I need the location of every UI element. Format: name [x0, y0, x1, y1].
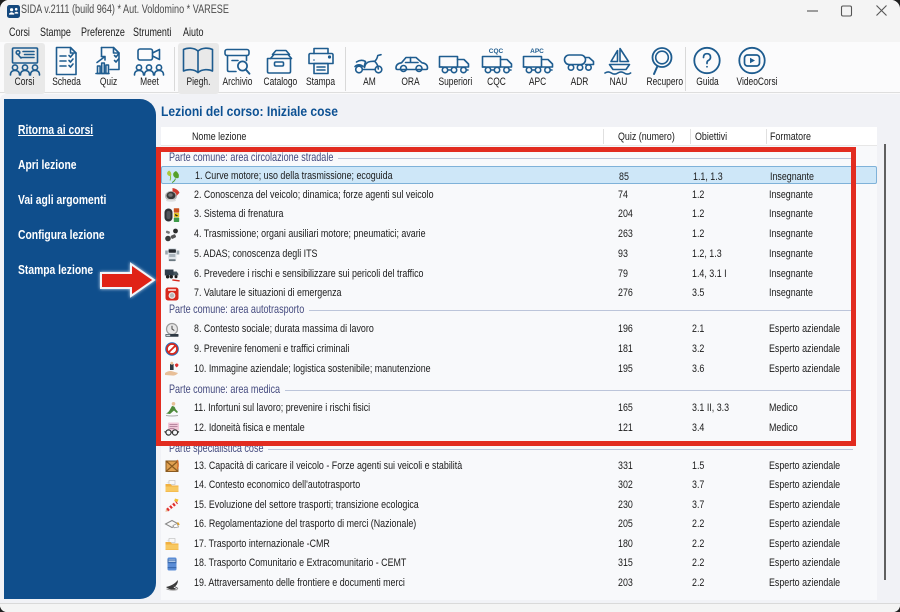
svg-text:CQC: CQC [488, 48, 503, 55]
svg-text:APC: APC [530, 48, 544, 55]
